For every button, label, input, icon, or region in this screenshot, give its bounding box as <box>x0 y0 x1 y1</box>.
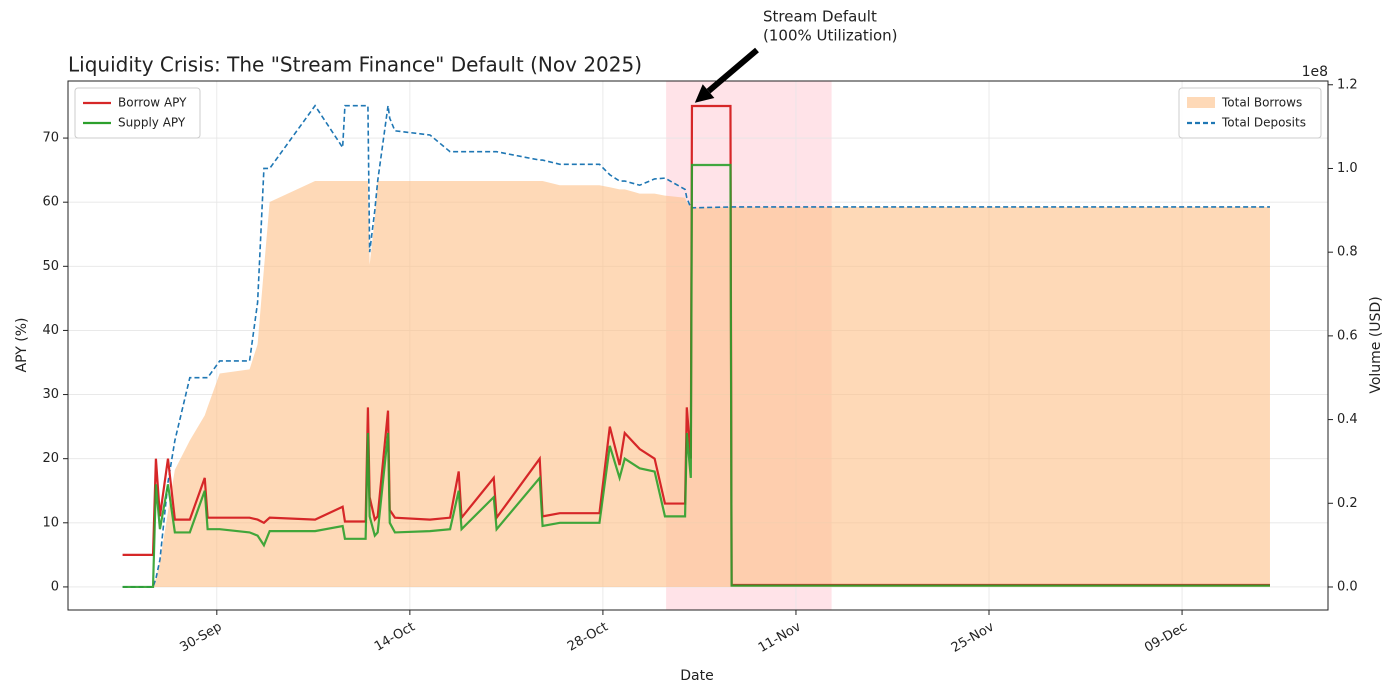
x-tick-label: 30-Sep <box>177 620 224 656</box>
plot-frame <box>67 80 1329 611</box>
y2-tick-label: 1.0 <box>1337 161 1358 176</box>
y2-tick-label: 0.2 <box>1337 496 1358 511</box>
y-axis-label: APY (%) <box>14 318 30 373</box>
x-tick-label: 11-Nov <box>756 619 804 655</box>
y-tick-label: 10 <box>42 515 59 530</box>
legend-label: Total Borrows <box>1221 96 1302 110</box>
y2-tick-label: 0.0 <box>1337 579 1358 594</box>
x-tick-label: 09-Dec <box>1142 620 1190 656</box>
series-line <box>122 163 1270 589</box>
legend-label: Total Deposits <box>1221 116 1306 130</box>
x-tick-label: 14-Oct <box>372 620 418 655</box>
annotation-text: Stream Default <box>763 8 877 26</box>
series-line <box>122 104 1270 588</box>
legend-swatch <box>1187 97 1215 108</box>
chart-title: Liquidity Crisis: The "Stream Finance" D… <box>68 53 642 77</box>
x-tick-label: 28-Oct <box>565 620 611 655</box>
x-axis-label: Date <box>680 668 713 684</box>
y2-tick-label: 1.2 <box>1337 77 1358 92</box>
y2-tick-label: 0.6 <box>1337 328 1358 343</box>
y-tick-label: 40 <box>42 323 59 338</box>
y2-offset-label: 1e8 <box>1302 64 1328 80</box>
y-tick-label: 60 <box>42 195 59 210</box>
legend-box <box>74 87 201 139</box>
annotation-arrowhead <box>694 84 715 103</box>
annotation-arrow <box>706 47 759 94</box>
legend-label: Supply APY <box>118 116 186 130</box>
annotation-text: (100% Utilization) <box>763 27 898 45</box>
y2-axis-label: Volume (USD) <box>1368 296 1384 393</box>
area <box>122 181 1270 587</box>
y2-tick-label: 0.8 <box>1337 245 1358 260</box>
x-tick-label: 25-Nov <box>949 619 997 655</box>
y-tick-label: 0 <box>51 579 59 594</box>
y2-tick-label: 0.4 <box>1337 412 1358 427</box>
y-tick-label: 70 <box>42 131 59 146</box>
y-tick-label: 50 <box>42 259 59 274</box>
y-tick-label: 20 <box>42 451 59 466</box>
legend-label: Borrow APY <box>118 96 187 110</box>
y-tick-label: 30 <box>42 387 59 402</box>
